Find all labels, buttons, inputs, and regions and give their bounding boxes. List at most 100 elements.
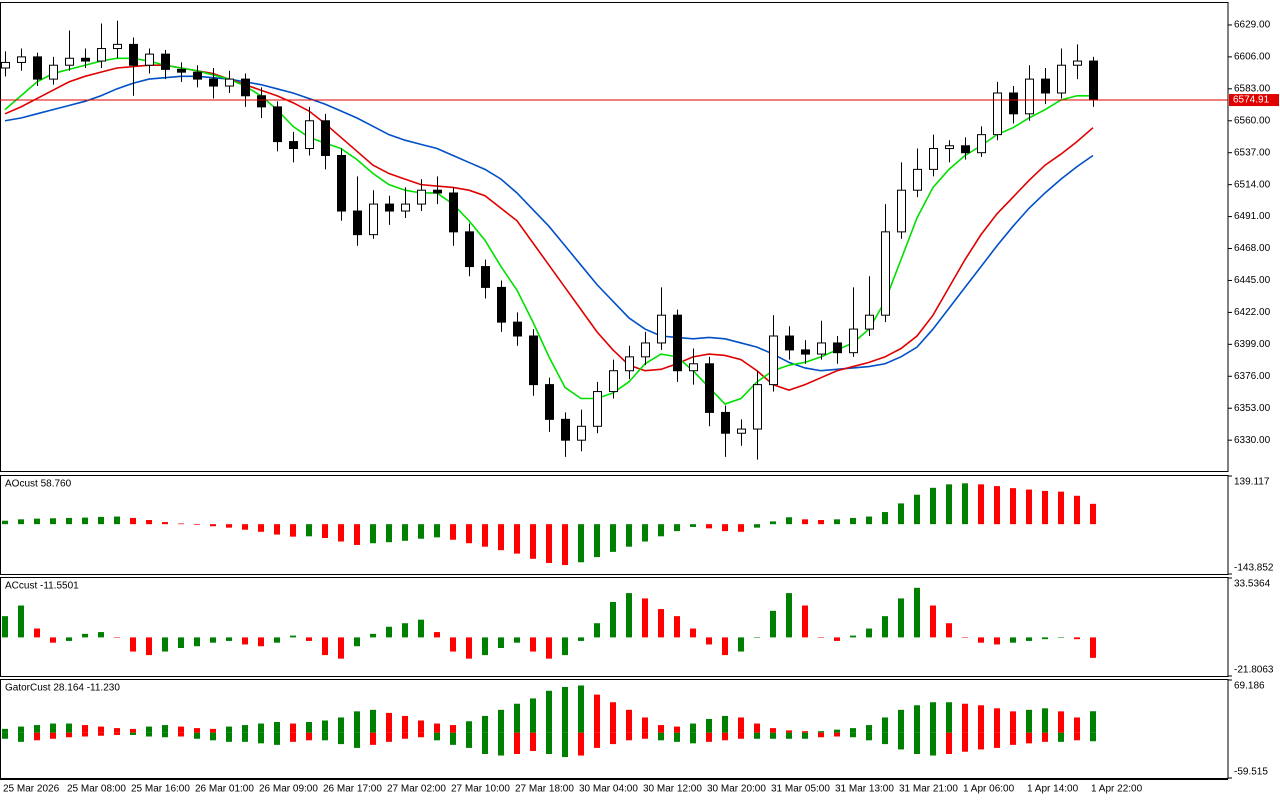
y-tick-label: 6629.00 [1234, 20, 1271, 31]
histogram-bar [962, 483, 968, 525]
histogram-bar [434, 723, 440, 733]
histogram-bar [82, 725, 88, 733]
histogram-bar [402, 715, 408, 733]
histogram-bar [258, 637, 264, 647]
candle-body [81, 57, 90, 62]
histogram-bar [386, 712, 392, 733]
histogram-bar [738, 717, 744, 733]
candle-body [1, 61, 10, 69]
histogram-bar [162, 637, 168, 652]
candle-body [337, 154, 346, 212]
histogram-bar [194, 728, 200, 733]
x-tick-label: 25 Mar 08:00 [67, 784, 126, 795]
candle-body [705, 363, 714, 413]
histogram-bar [386, 732, 392, 742]
histogram-bar [2, 520, 8, 525]
candle-body [497, 286, 506, 323]
panel-title: ACcust -11.5501 [5, 581, 79, 592]
histogram-bar [418, 732, 424, 738]
x-tick-label: 1 Apr 06:00 [963, 784, 1015, 795]
histogram-bar [562, 686, 568, 733]
histogram-bar [962, 637, 968, 638]
histogram-bar [610, 601, 616, 638]
histogram-bar [50, 518, 56, 525]
histogram-bar [530, 698, 536, 733]
histogram-bar [498, 637, 504, 649]
candle-body [1009, 92, 1018, 115]
histogram-bar [370, 709, 376, 733]
y-tick-label: 6468.00 [1234, 243, 1271, 254]
histogram-bar [1026, 489, 1032, 525]
candle-body [577, 425, 586, 441]
candle-body [737, 428, 746, 434]
histogram-bar [1010, 488, 1016, 525]
candle-body [273, 106, 282, 143]
histogram-bar [354, 732, 360, 748]
histogram-bar [18, 605, 24, 638]
candle-body [257, 95, 266, 108]
histogram-bar [2, 732, 8, 739]
histogram-bar [34, 725, 40, 733]
histogram-bar [898, 598, 904, 638]
histogram-bar [914, 494, 920, 525]
panel-frame [0, 577, 1229, 677]
histogram-bar [242, 732, 248, 742]
histogram-bar [946, 623, 952, 638]
candle-body [961, 145, 970, 154]
y-tick-label: 6330.00 [1234, 435, 1271, 446]
histogram-bar [834, 729, 840, 733]
histogram-bar [370, 732, 376, 745]
histogram-bar [818, 732, 824, 738]
histogram-bar [578, 637, 584, 641]
histogram-bar [530, 637, 536, 652]
histogram-bar [18, 726, 24, 733]
histogram-bar [178, 523, 184, 525]
histogram-bar [210, 732, 216, 741]
candle-body [465, 231, 474, 268]
histogram-bar [738, 637, 744, 652]
candle-body [625, 356, 634, 372]
candle-body [1089, 60, 1098, 101]
histogram-bar [594, 732, 600, 748]
histogram-bar [306, 637, 312, 641]
y-tick-label: 6491.00 [1234, 211, 1271, 222]
candle-body [49, 64, 58, 80]
histogram-bar [66, 517, 72, 525]
histogram-bar [338, 717, 344, 733]
histogram-bar [402, 732, 408, 739]
histogram-bar [690, 524, 696, 527]
histogram-bar [770, 521, 776, 525]
histogram-bar [802, 605, 808, 638]
histogram-bar [466, 637, 472, 659]
histogram-bar [722, 732, 728, 741]
histogram-bar [226, 524, 232, 528]
histogram-bar [674, 726, 680, 733]
histogram-bar [66, 637, 72, 641]
histogram-bar [498, 524, 504, 551]
histogram-bar [994, 486, 1000, 525]
histogram-bar [450, 637, 456, 652]
candle-body [833, 342, 842, 354]
x-tick-label: 27 Mar 02:00 [387, 784, 446, 795]
histogram-bar [498, 732, 504, 756]
histogram-bar [210, 728, 216, 733]
histogram-bar [370, 524, 376, 544]
histogram-bar [338, 637, 344, 659]
histogram-bar [578, 685, 584, 733]
histogram-bar [994, 637, 1000, 645]
candle-body [1025, 78, 1034, 115]
candle-body [769, 335, 778, 386]
histogram-bar [130, 637, 136, 652]
histogram-bar [322, 637, 328, 656]
histogram-bar [978, 732, 984, 750]
candle-body [561, 418, 570, 441]
histogram-bar [290, 732, 296, 742]
histogram-bar [114, 637, 120, 638]
histogram-bar [898, 732, 904, 750]
histogram-bar [82, 732, 88, 737]
histogram-bar [1042, 708, 1048, 733]
histogram-bar [1090, 711, 1096, 733]
candle-body [977, 134, 986, 154]
histogram-bar [514, 703, 520, 733]
